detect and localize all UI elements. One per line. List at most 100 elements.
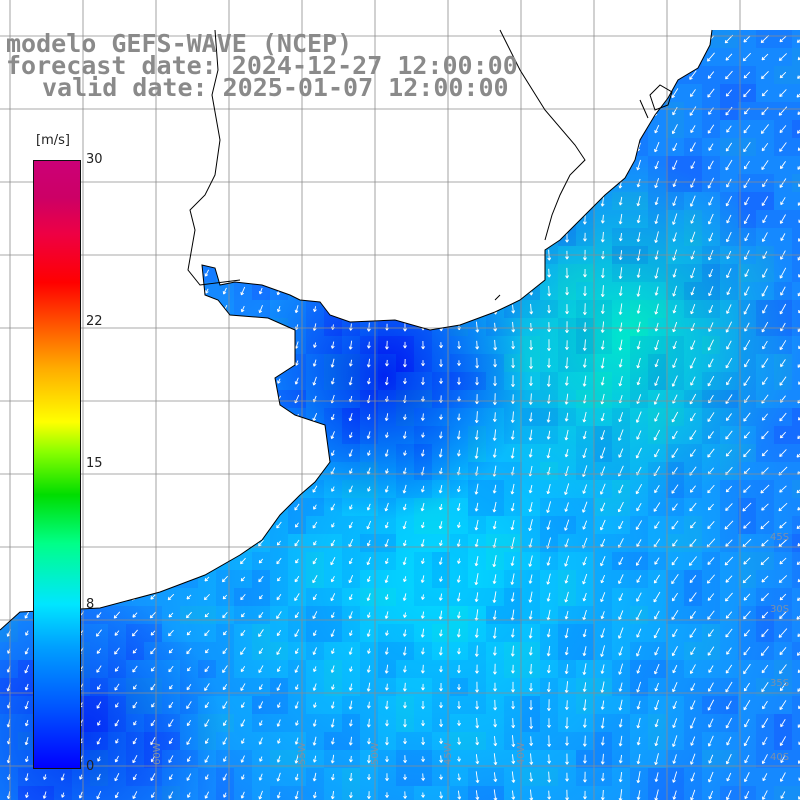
wind-arrow <box>672 358 678 368</box>
wind-cell <box>792 498 800 516</box>
wind-arrow <box>690 449 696 458</box>
wind-arrow <box>671 375 678 387</box>
wind-arrow <box>456 413 461 421</box>
wind-arrow <box>760 484 770 494</box>
wind-arrow <box>582 501 588 513</box>
wind-arrow <box>384 558 389 565</box>
wind-arrow <box>546 556 551 566</box>
wind-arrow <box>672 179 677 188</box>
wind-arrow <box>761 430 769 440</box>
wind-cell <box>180 786 198 800</box>
wind-arrow <box>636 502 642 512</box>
wind-arrow <box>421 558 425 565</box>
wind-arrow <box>654 267 659 279</box>
wind-arrow <box>439 359 443 368</box>
wind-arrow <box>689 70 697 80</box>
wind-arrow <box>726 125 732 133</box>
wind-cell <box>792 84 800 102</box>
wind-arrow <box>528 448 533 458</box>
wind-arrow <box>295 558 299 564</box>
wind-arrow <box>726 287 732 296</box>
wind-arrow <box>761 321 769 333</box>
wind-arrow <box>510 520 515 531</box>
wind-arrow <box>761 358 769 369</box>
wind-cell <box>792 66 800 84</box>
wind-arrow <box>528 412 533 422</box>
wind-cell <box>792 138 800 156</box>
wind-arrow <box>366 358 371 368</box>
wind-arrow <box>510 483 515 495</box>
wind-arrow <box>277 378 281 384</box>
wind-arrow <box>239 557 246 565</box>
wind-arrow <box>725 357 733 369</box>
wind-arrow <box>780 286 786 296</box>
wind-cell <box>702 786 720 800</box>
wind-arrow <box>294 575 300 583</box>
wind-cell <box>72 786 90 800</box>
wind-cell <box>792 318 800 336</box>
wind-arrow <box>204 269 210 277</box>
wind-arrow <box>402 484 407 494</box>
wind-cell <box>792 480 800 498</box>
wind-arrow <box>671 520 679 530</box>
wind-arrow <box>779 449 787 457</box>
wind-arrow <box>510 556 515 566</box>
wind-cell <box>792 534 800 552</box>
colorbar <box>33 160 81 769</box>
wind-arrow <box>438 448 443 458</box>
wind-arrow <box>636 430 642 440</box>
wind-arrow <box>672 503 678 511</box>
wind-arrow <box>744 269 750 278</box>
wind-arrow <box>618 358 623 368</box>
wind-arrow <box>330 556 336 566</box>
wind-arrow <box>438 557 443 565</box>
wind-arrow <box>653 502 661 512</box>
wind-arrow <box>313 342 317 348</box>
wind-arrow <box>403 322 407 332</box>
wind-arrow <box>778 539 788 548</box>
wind-arrow <box>779 35 787 43</box>
wind-arrow <box>707 177 715 189</box>
wind-arrow <box>743 339 751 351</box>
wind-arrow <box>600 357 605 369</box>
wind-arrow <box>618 412 624 423</box>
wind-cell <box>216 786 234 800</box>
wind-arrow <box>546 501 552 514</box>
wind-arrow <box>492 448 497 458</box>
wind-arrow <box>582 484 588 494</box>
wind-cell <box>648 786 666 800</box>
wind-cell <box>792 768 800 786</box>
wind-cell <box>792 156 800 174</box>
wind-arrow <box>457 341 462 350</box>
wind-arrow <box>366 576 371 583</box>
wind-arrow <box>582 339 587 351</box>
wind-arrow <box>402 520 407 530</box>
wind-cell <box>126 786 144 800</box>
wind-arrow <box>690 340 696 350</box>
wind-arrow <box>258 575 264 583</box>
wind-arrow <box>600 285 605 298</box>
wind-arrow <box>330 575 335 583</box>
wind-arrow <box>420 485 425 493</box>
wind-arrow <box>744 196 750 206</box>
wind-arrow <box>276 540 282 546</box>
wind-arrow <box>761 53 769 61</box>
colorbar-tick-label: 0 <box>86 759 95 774</box>
wind-arrow <box>797 160 800 170</box>
wind-arrow <box>672 430 678 440</box>
wind-arrow <box>439 414 443 420</box>
wind-arrow <box>635 556 642 566</box>
wind-arrow <box>384 521 389 529</box>
wind-arrow <box>294 394 300 404</box>
wind-arrow <box>276 557 282 565</box>
wind-arrow <box>653 393 660 405</box>
wind-arrow <box>725 430 733 440</box>
colorbar-unit: [m/s] <box>36 133 70 148</box>
wind-arrow <box>420 575 425 583</box>
wind-arrow <box>743 557 751 565</box>
wind-cell <box>234 786 252 800</box>
wind-arrow <box>726 304 732 314</box>
wind-arrow <box>796 448 800 458</box>
wind-arrow <box>654 485 660 494</box>
wind-arrow <box>547 304 552 314</box>
